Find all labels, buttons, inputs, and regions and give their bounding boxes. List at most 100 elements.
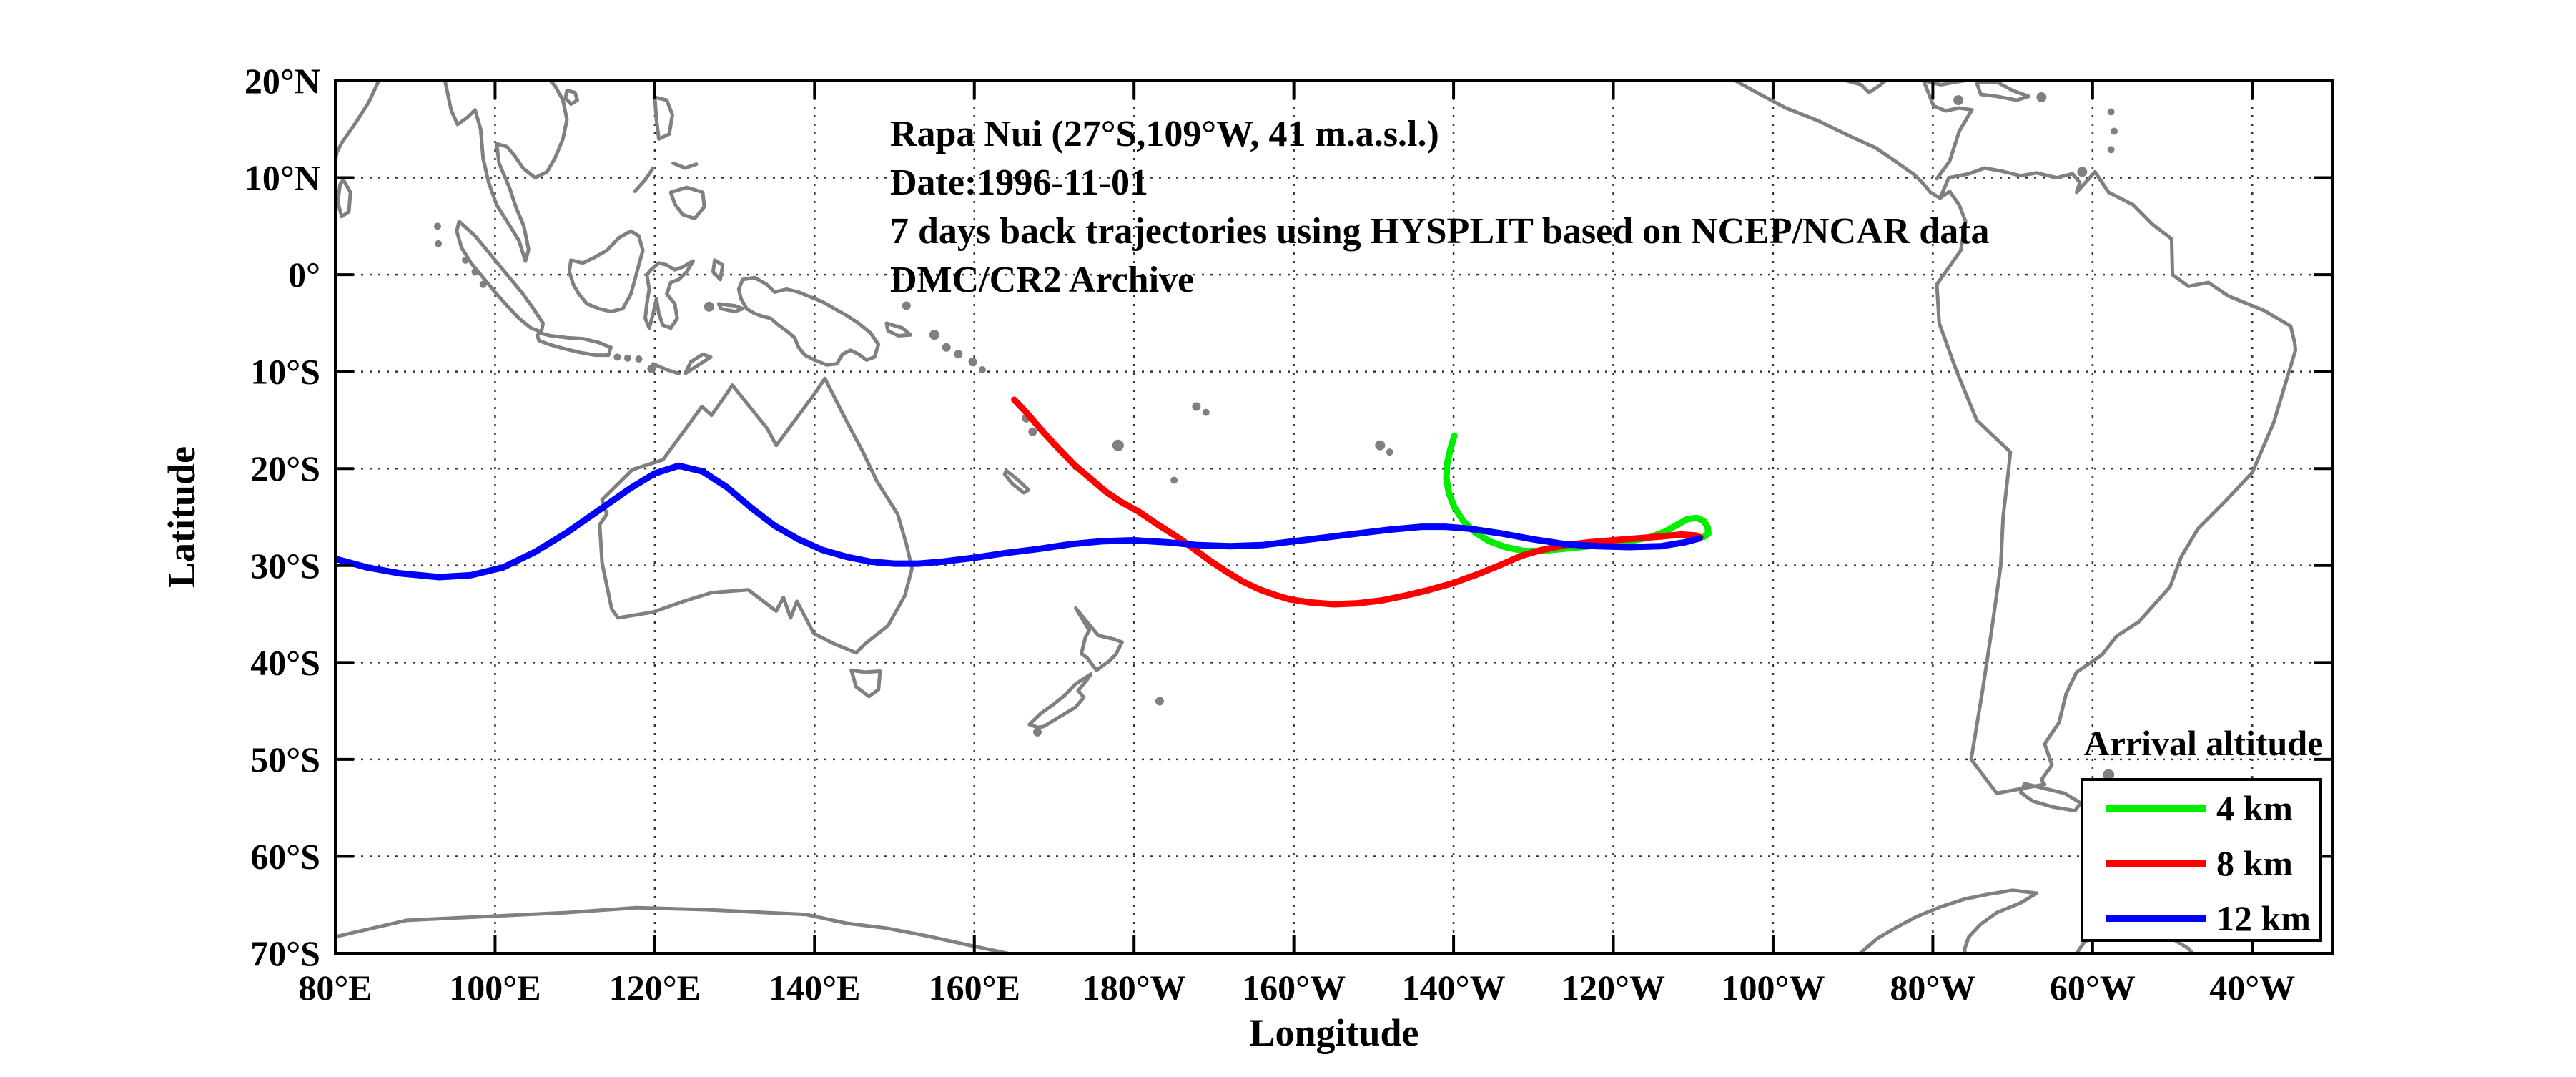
island-nicobar-2 bbox=[435, 240, 443, 247]
y-tick-label: 0° bbox=[288, 255, 320, 295]
title-line-site: Rapa Nui (27°S,109°W, 41 m.a.s.l.) bbox=[890, 114, 1439, 154]
island-fiji bbox=[1112, 439, 1124, 451]
title-block: Rapa Nui (27°S,109°W, 41 m.a.s.l.) Date:… bbox=[890, 114, 1990, 300]
legend-label-4km: 4 km bbox=[2216, 788, 2293, 828]
coastline-nz-south-island bbox=[1027, 672, 1093, 729]
island-antilles-2 bbox=[2111, 127, 2118, 135]
island-falklands bbox=[2103, 769, 2115, 781]
island-samoa-1 bbox=[1192, 402, 1201, 411]
coastline-nz-north-island bbox=[1074, 606, 1124, 672]
coastline-borneo bbox=[567, 229, 645, 314]
coastline-india-east-coast bbox=[335, 81, 381, 162]
y-tick-label: 20°N bbox=[245, 61, 320, 101]
coastline-south-america-north-east-coast bbox=[1938, 166, 2298, 787]
coastline-visayas bbox=[671, 161, 699, 170]
coastline-caribbean-central-america bbox=[1921, 81, 1974, 181]
title-line-archive: DMC/CR2 Archive bbox=[890, 260, 1194, 300]
legend-entries: 4 km 8 km 12 km bbox=[2106, 788, 2311, 938]
island-new-ireland bbox=[902, 301, 911, 310]
x-tick-label: 120°E bbox=[609, 968, 701, 1008]
x-tick-label: 60°W bbox=[2050, 968, 2136, 1008]
coastline-mindanao bbox=[668, 185, 706, 220]
x-tick-label: 160°W bbox=[1242, 968, 1346, 1008]
x-tick-label: 140°W bbox=[1402, 968, 1506, 1008]
island-chatham bbox=[1155, 697, 1164, 706]
coastline-layer bbox=[335, 81, 2298, 953]
y-axis-label: Latitude bbox=[160, 446, 203, 588]
coastline-sri-lanka bbox=[335, 177, 352, 219]
title-line-method: 7 days back trajectories using HYSPLIT b… bbox=[890, 211, 1990, 252]
y-tick-label: 40°S bbox=[250, 642, 320, 682]
island-mentawai-1 bbox=[462, 256, 470, 264]
island-tonga bbox=[1170, 476, 1178, 484]
legend-title: Arrival altitude bbox=[2084, 723, 2324, 763]
island-sumba bbox=[647, 364, 656, 373]
island-antilles-3 bbox=[2107, 146, 2115, 154]
island-solomon-4 bbox=[978, 365, 986, 373]
island-solomon-3 bbox=[968, 358, 977, 367]
coastline-seram bbox=[716, 302, 745, 314]
island-mentawai-2 bbox=[471, 268, 479, 276]
y-tick-label: 70°S bbox=[250, 933, 320, 973]
island-solomon-1 bbox=[942, 343, 951, 352]
island-sumbawa bbox=[635, 355, 643, 363]
x-tick-label: 80°E bbox=[298, 968, 372, 1008]
coastline-palawan bbox=[633, 166, 656, 193]
coastline-luzon bbox=[653, 95, 674, 141]
island-tahiti bbox=[1375, 440, 1386, 451]
coastline-timor bbox=[683, 352, 713, 375]
island-mentawai-3 bbox=[479, 280, 487, 288]
coastline-java bbox=[536, 330, 613, 358]
island-bougainville bbox=[929, 330, 939, 340]
coastline-australia bbox=[598, 376, 914, 655]
island-buru bbox=[704, 301, 714, 312]
coastline-mexico-central-america-pacific bbox=[1732, 81, 2045, 795]
island-bali bbox=[613, 353, 621, 361]
coastline-lesser-sunda bbox=[651, 362, 681, 375]
x-tick-label: 140°E bbox=[769, 968, 860, 1008]
coastline-new-guinea bbox=[736, 275, 881, 367]
x-axis-label: Longitude bbox=[1249, 1011, 1418, 1054]
legend-label-8km: 8 km bbox=[2216, 843, 2293, 883]
coastline-sulawesi bbox=[643, 259, 695, 330]
legend: Arrival altitude 4 km 8 km 12 km bbox=[2081, 723, 2324, 942]
x-tick-label: 160°E bbox=[929, 968, 1020, 1008]
x-tick-label: 120°W bbox=[1561, 968, 1665, 1008]
coastline-sumatra bbox=[455, 220, 545, 334]
y-tick-label: 10°N bbox=[245, 158, 320, 198]
coastline-new-britain bbox=[884, 321, 912, 338]
y-tick-label: 10°S bbox=[250, 352, 320, 392]
legend-label-12km: 12 km bbox=[2216, 898, 2311, 938]
x-tick-label: 180°W bbox=[1082, 968, 1186, 1008]
island-nicobar-1 bbox=[434, 222, 442, 230]
island-stewart bbox=[1033, 727, 1042, 737]
trajectory-layer bbox=[335, 396, 1712, 608]
coastline-yucatan-gulf bbox=[1842, 81, 1888, 94]
coastline-hainan bbox=[563, 89, 579, 106]
x-tick-label: 40°W bbox=[2209, 968, 2295, 1008]
island-lombok bbox=[623, 354, 631, 362]
coastline-indochina-malay bbox=[443, 81, 569, 263]
y-tick-label: 60°S bbox=[250, 836, 320, 876]
island-samoa-2 bbox=[1202, 408, 1210, 416]
island-antilles-1 bbox=[2107, 108, 2115, 116]
island-jamaica bbox=[1953, 95, 1964, 106]
island-trinidad bbox=[2077, 167, 2088, 177]
coastline-tierra-del-fuego bbox=[2018, 782, 2083, 813]
island-solomon-2 bbox=[954, 350, 963, 359]
coastline-antarctic-peninsula bbox=[1858, 888, 2039, 953]
coastline-new-caledonia bbox=[1002, 468, 1031, 495]
trajectory-12km bbox=[335, 462, 1703, 581]
title-line-date: Date:1996-11-01 bbox=[890, 162, 1148, 203]
island-vanuatu-2 bbox=[1028, 427, 1037, 436]
coastline-hispaniola bbox=[1975, 81, 2030, 102]
coastline-antarctica-east-coast bbox=[335, 905, 1010, 953]
x-tick-label: 100°E bbox=[449, 968, 541, 1008]
y-tick-label: 50°S bbox=[250, 739, 320, 780]
axes-frame bbox=[334, 79, 2334, 955]
y-tick-label: 20°S bbox=[250, 448, 320, 488]
coastline-halmahera bbox=[711, 258, 725, 282]
island-tahiti-2 bbox=[1386, 448, 1393, 456]
